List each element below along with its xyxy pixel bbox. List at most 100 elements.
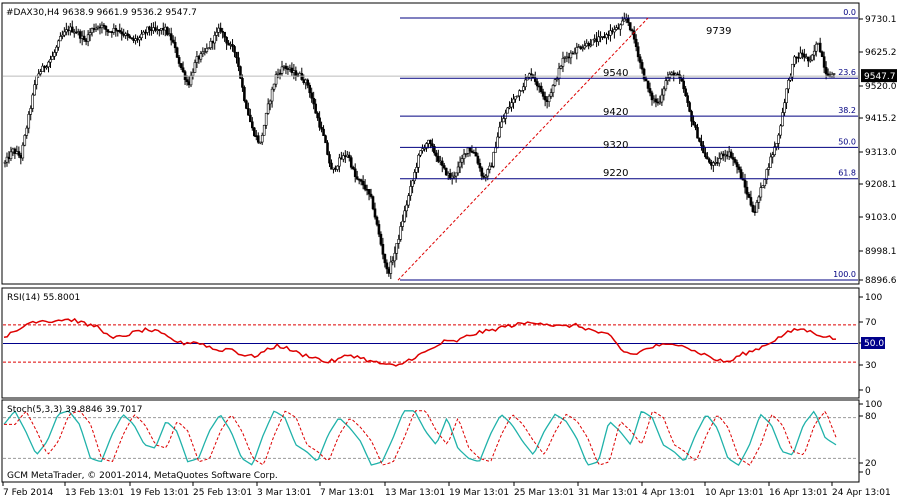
date-tick-label: 13 Mar 13:01 <box>385 488 445 498</box>
candle-body <box>419 150 422 156</box>
candle-body <box>411 180 414 187</box>
stoch-main-line <box>3 410 837 467</box>
candle-body <box>688 102 691 112</box>
candle-body <box>452 175 456 178</box>
fib-level-label: 23.6 <box>838 68 856 77</box>
candle-body <box>425 143 428 149</box>
candle-body <box>102 24 106 27</box>
rsi-current-tag <box>861 337 885 349</box>
candle-body <box>49 59 52 63</box>
candle-body <box>791 63 794 78</box>
candle-body <box>496 136 499 149</box>
candle-body <box>355 176 359 180</box>
candle-body <box>330 162 333 170</box>
candle-body <box>9 151 13 160</box>
candle-body <box>573 52 577 55</box>
rsi-tick-label: 70 <box>865 318 877 328</box>
candle-body <box>247 108 250 116</box>
candle-body <box>128 35 131 38</box>
candle-body <box>233 46 236 53</box>
candle-body <box>29 108 33 115</box>
candle-body <box>433 146 436 154</box>
candle-body <box>591 39 594 46</box>
price-tick-label: 9103.0 <box>865 213 897 223</box>
fib-level-label: 61.8 <box>838 169 856 178</box>
candle-body <box>767 167 771 170</box>
candle-body <box>205 48 209 52</box>
candle-body <box>437 155 440 162</box>
candle-body <box>763 179 767 187</box>
candle-body <box>771 154 774 158</box>
candle-body <box>543 96 547 101</box>
candle-body <box>371 196 375 210</box>
candle-body <box>824 67 828 75</box>
candle-body <box>793 56 796 65</box>
current-price-tag-text: 9547.7 <box>864 72 896 82</box>
candle-body <box>231 44 234 47</box>
candle-body <box>806 56 810 62</box>
candle-body <box>646 80 650 89</box>
candle-body <box>294 70 298 77</box>
candle-body <box>316 112 319 119</box>
candle-body <box>381 244 385 255</box>
candle-body <box>442 165 446 169</box>
candle-body <box>106 29 110 33</box>
date-tick-label: 19 Feb 13:01 <box>130 488 189 498</box>
candle-body <box>39 71 42 75</box>
candle-body <box>751 204 755 212</box>
candle-body <box>749 197 753 206</box>
candle-body <box>237 57 240 67</box>
candle-body <box>213 35 217 44</box>
candle-body <box>140 33 143 38</box>
candle-body <box>245 100 248 109</box>
candle-body <box>820 51 824 57</box>
candle-body <box>51 56 54 60</box>
candle-body <box>529 73 533 76</box>
candle-body <box>694 124 697 128</box>
candle-body <box>666 77 670 81</box>
candle-body <box>88 32 92 36</box>
date-tick-label: 4 Apr 13:01 <box>642 488 695 498</box>
candle-body <box>253 127 256 136</box>
candle-body <box>417 154 420 168</box>
candle-body <box>494 147 497 153</box>
candle-body <box>251 121 254 129</box>
stoch-tick-label: 80 <box>865 412 877 422</box>
candle-body <box>399 226 403 240</box>
candle-body <box>363 184 367 190</box>
candle-body <box>706 156 709 160</box>
price-tick-label: 9415.2 <box>865 114 897 124</box>
candle-body <box>367 189 371 195</box>
rsi-tick-label: 30 <box>865 361 877 371</box>
candle-body <box>597 36 600 42</box>
candle-body <box>769 156 773 168</box>
candle-body <box>787 79 790 90</box>
candle-body <box>712 162 715 166</box>
candle-body <box>781 112 784 127</box>
candle-body <box>310 92 313 99</box>
candle-body <box>318 117 321 128</box>
candle-body <box>464 153 468 155</box>
candle-body <box>227 42 230 46</box>
candle-body <box>557 67 561 80</box>
candle-body <box>799 52 802 59</box>
candle-body <box>90 28 94 33</box>
candle-body <box>658 101 662 104</box>
candle-body <box>444 167 448 176</box>
candle-body <box>622 18 626 22</box>
candle-body <box>785 88 788 104</box>
candle-body <box>138 37 141 41</box>
fib-level-label: 0.0 <box>843 8 856 17</box>
candle-body <box>126 33 129 37</box>
candle-body <box>326 142 329 155</box>
candle-body <box>284 65 288 69</box>
candle-body <box>808 59 812 62</box>
candle-body <box>361 181 365 186</box>
candle-body <box>810 54 814 61</box>
price-tick-label: 9730.1 <box>865 15 897 25</box>
candle-body <box>488 165 492 170</box>
candle-body <box>278 72 282 75</box>
candle-body <box>249 114 252 123</box>
candle-body <box>569 52 573 59</box>
